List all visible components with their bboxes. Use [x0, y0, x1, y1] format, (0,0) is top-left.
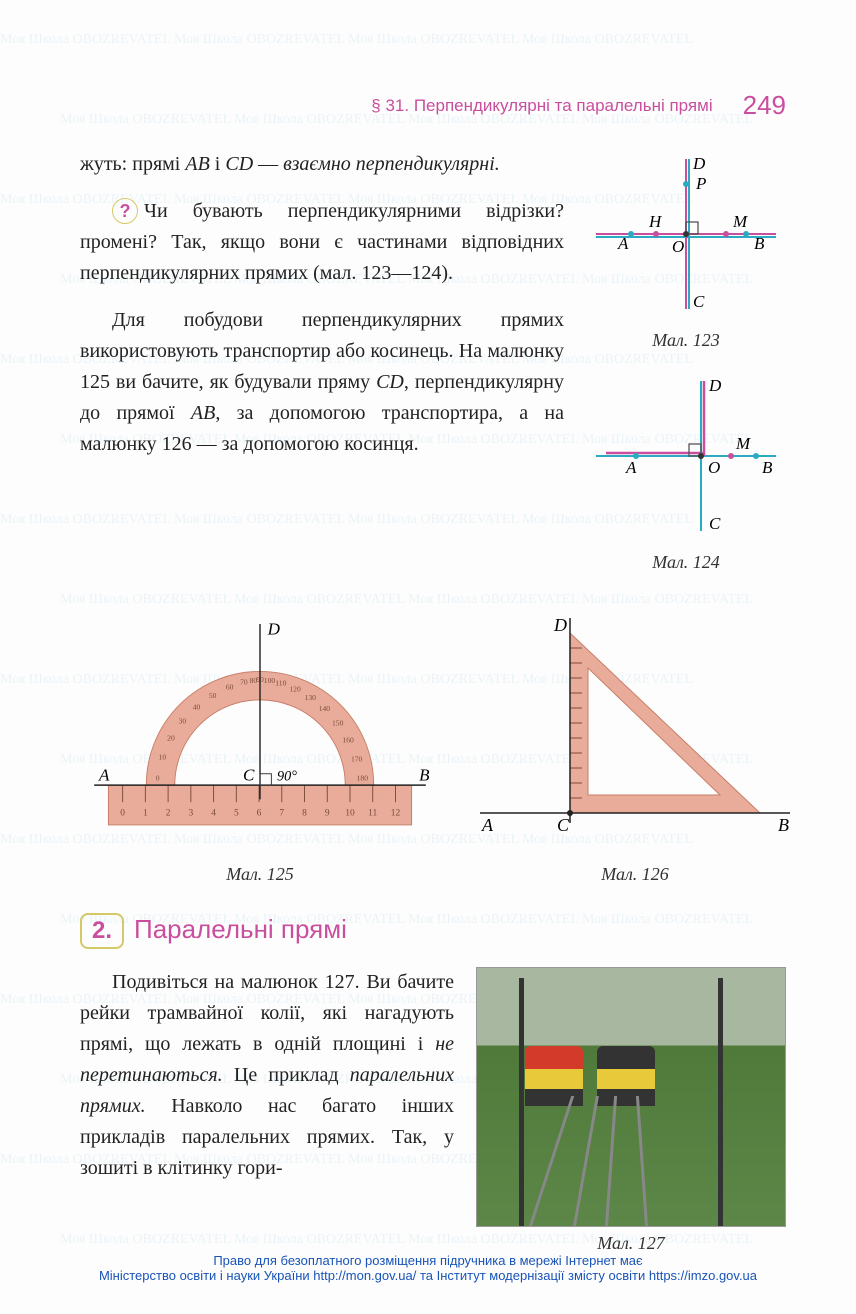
svg-text:P: P — [695, 174, 706, 193]
page: § 31. Перпендикулярні та паралельні прям… — [0, 0, 856, 1314]
svg-text:B: B — [419, 765, 430, 784]
diagram-row: 012 345 678 91011 12 A B C D 90° — [80, 613, 786, 885]
figure-127: Мал. 127 — [476, 967, 786, 1254]
svg-text:1: 1 — [143, 808, 148, 818]
svg-text:170: 170 — [351, 754, 363, 763]
svg-text:O: O — [708, 458, 720, 477]
svg-text:2: 2 — [166, 808, 171, 818]
svg-text:150: 150 — [332, 718, 344, 727]
svg-text:8: 8 — [302, 808, 307, 818]
svg-text:C: C — [243, 765, 255, 784]
svg-text:B: B — [762, 458, 773, 477]
paragraph-3: Для побудови перпендикулярних прямих вик… — [80, 305, 564, 460]
figure-127-caption: Мал. 127 — [476, 1233, 786, 1254]
svg-text:110: 110 — [275, 679, 286, 688]
section-2-heading: 2.Паралельні прямі — [80, 913, 786, 949]
svg-text:3: 3 — [188, 808, 193, 818]
paragraph-4: Подивіться на малюнок 127. Ви бачите рей… — [80, 967, 454, 1184]
svg-text:A: A — [481, 815, 494, 835]
svg-text:130: 130 — [305, 693, 317, 702]
figure-127-image — [476, 967, 786, 1227]
figure-123-caption: Мал. 123 — [586, 330, 786, 351]
figure-125-caption: Мал. 125 — [80, 864, 440, 885]
svg-text:9: 9 — [325, 808, 330, 818]
svg-text:50: 50 — [209, 691, 217, 700]
figure-125: 012 345 678 91011 12 A B C D 90° — [80, 613, 440, 885]
question-mark-icon: ? — [112, 198, 138, 224]
page-number: 249 — [743, 90, 786, 121]
svg-text:H: H — [648, 212, 663, 231]
svg-text:5: 5 — [234, 808, 239, 818]
svg-text:10: 10 — [159, 753, 167, 762]
svg-text:90°: 90° — [277, 768, 297, 784]
figure-124-caption: Мал. 124 — [586, 552, 786, 573]
svg-text:160: 160 — [342, 735, 354, 744]
svg-text:60: 60 — [226, 682, 234, 691]
svg-text:C: C — [557, 815, 570, 835]
svg-text:B: B — [778, 815, 789, 835]
figure-124: A B O M D C Мал. 124 — [586, 371, 786, 573]
footer: Право для безоплатного розміщення підруч… — [0, 1253, 856, 1283]
svg-text:180: 180 — [357, 773, 369, 782]
svg-text:A: A — [98, 765, 110, 784]
svg-text:M: M — [732, 212, 748, 231]
svg-text:140: 140 — [319, 704, 331, 713]
svg-text:10: 10 — [345, 808, 355, 818]
svg-text:A: A — [617, 234, 629, 253]
svg-text:D: D — [553, 615, 567, 635]
svg-text:0: 0 — [156, 773, 160, 782]
svg-text:7: 7 — [279, 808, 284, 818]
paragraph-1: жуть: прямі AB і CD — взаємно перпендику… — [80, 149, 564, 180]
svg-text:12: 12 — [391, 808, 401, 818]
svg-text:O: O — [672, 237, 684, 256]
svg-text:120: 120 — [289, 684, 301, 693]
svg-text:20: 20 — [167, 734, 175, 743]
figure-126-caption: Мал. 126 — [470, 864, 800, 885]
svg-text:30: 30 — [179, 717, 187, 726]
paragraph-2: ?Чи бувають перпендикулярними відрізки? … — [80, 196, 564, 289]
svg-text:C: C — [693, 292, 705, 311]
svg-text:70: 70 — [240, 678, 248, 687]
svg-text:0: 0 — [120, 808, 125, 818]
svg-text:4: 4 — [211, 808, 216, 818]
svg-text:6: 6 — [257, 808, 262, 818]
svg-text:B: B — [754, 234, 765, 253]
svg-text:40: 40 — [193, 702, 201, 711]
svg-text:M: M — [735, 434, 751, 453]
svg-text:A: A — [625, 458, 637, 477]
svg-text:100: 100 — [264, 676, 276, 685]
section-title: § 31. Перпендикулярні та паралельні прям… — [371, 96, 712, 116]
figure-123: A B H M O D P C Мал. 123 — [586, 149, 786, 351]
svg-text:C: C — [709, 514, 721, 533]
svg-text:D: D — [692, 154, 706, 173]
figure-126: A B C D Мал. 126 — [470, 613, 800, 885]
svg-text:90: 90 — [256, 675, 264, 684]
svg-text:11: 11 — [368, 808, 377, 818]
page-header: § 31. Перпендикулярні та паралельні прям… — [80, 90, 786, 121]
svg-text:D: D — [267, 619, 281, 638]
svg-text:D: D — [708, 376, 722, 395]
